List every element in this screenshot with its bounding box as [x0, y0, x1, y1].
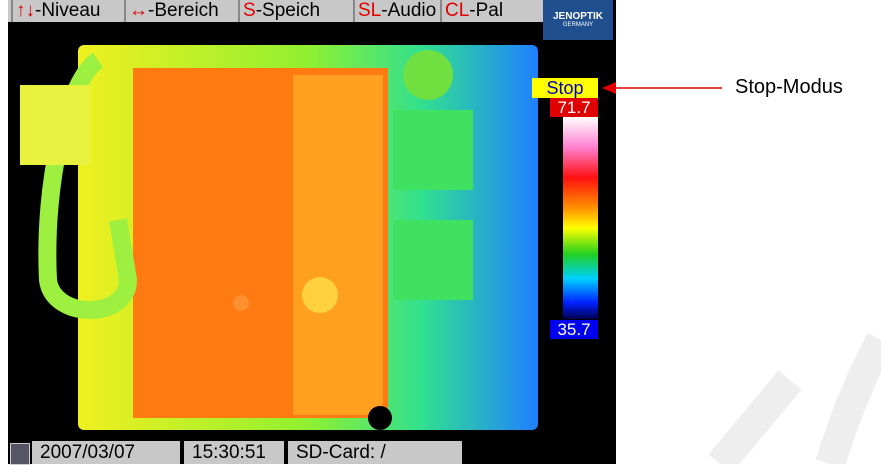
- menu-item: ↔-Bereich: [124, 0, 232, 22]
- connector: [20, 85, 90, 165]
- scale-max: 71.7: [550, 98, 598, 117]
- menu-label: -Niveau: [35, 0, 100, 21]
- menu-label: -Speich: [256, 0, 320, 21]
- floppy-icon: [10, 443, 30, 465]
- status-storage: SD-Card: /: [288, 441, 462, 464]
- mode-label: Stop: [532, 78, 598, 98]
- page: ↑↓-Niveau↔-BereichS-SpeichSL-AudioCL-Pal…: [0, 0, 881, 464]
- menu-item: ↑↓-Niveau: [11, 0, 119, 22]
- menu-item: CL-Pal: [440, 0, 540, 22]
- annotation-arrow: [600, 78, 725, 98]
- menu-key: CL: [445, 0, 469, 21]
- hot-spot: [302, 277, 338, 313]
- chip: [393, 110, 473, 190]
- chip: [393, 220, 473, 300]
- component: [403, 50, 453, 100]
- logo: JENOPTIK GERMANY: [543, 0, 613, 40]
- scale-min: 35.7: [550, 320, 598, 339]
- menu-key: ↑↓: [16, 0, 35, 21]
- status-time: 15:30:51: [184, 441, 284, 464]
- menu-item: S-Speich: [238, 0, 346, 22]
- watermark: [700, 320, 881, 464]
- menu-key: ↔: [129, 0, 148, 21]
- menu-label: -Audio: [381, 0, 436, 21]
- hole: [368, 406, 392, 430]
- logo-sub: GERMANY: [543, 22, 613, 28]
- menu-key: SL: [358, 0, 381, 21]
- hot-spot: [233, 295, 249, 311]
- annotation: Stop-Modus: [735, 76, 843, 99]
- menu-item: SL-Audio: [353, 0, 433, 22]
- thermal-view: [8, 0, 616, 464]
- menu-key: S: [243, 0, 256, 21]
- heatsink-strip: [293, 75, 383, 415]
- menu-label: -Bereich: [148, 0, 219, 21]
- menu-label: -Pal: [469, 0, 503, 21]
- logo-name: JENOPTIK: [543, 11, 613, 22]
- status-date: 2007/03/07: [32, 441, 180, 464]
- color-scale: [563, 117, 598, 319]
